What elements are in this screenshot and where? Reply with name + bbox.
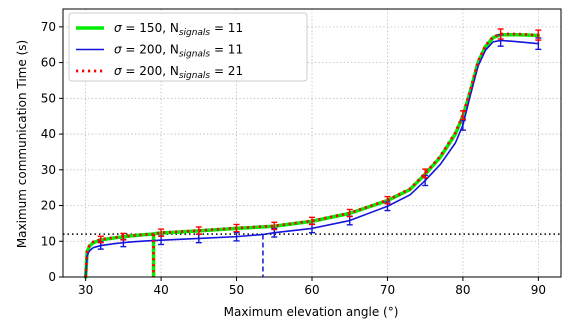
legend-value: = 150, N [122,21,179,35]
axes-layer: 30 40 50 60 70 80 90 0 10 20 30 40 50 60 70 [41,8,562,297]
x-tick-label: 70 [380,283,395,297]
y-tick-label: 20 [41,199,56,213]
y-tick-label: 40 [41,127,56,141]
legend-symbol: σ [114,43,122,57]
legend-entry: σ = 200, Nsignals = 11 [114,43,243,60]
y-tick-label: 0 [48,270,56,284]
series-line [84,32,539,278]
x-axis-label: Maximum elevation angle (°) [224,305,399,319]
x-tick-label: 60 [304,283,319,297]
legend-count: = 11 [210,43,243,57]
legend-subscript: signals [179,50,211,60]
legend-count: = 21 [210,64,243,78]
legend-value: = 200, N [122,43,179,57]
legend-count: = 11 [210,21,243,35]
x-tick-label: 50 [229,283,244,297]
y-tick-label: 30 [41,163,56,177]
legend-subscript: signals [179,28,211,38]
legend-symbol: σ [114,64,122,78]
y-axis-label: Maximum communication Time (s) [15,40,29,248]
x-tick-label: 30 [78,283,93,297]
legend-symbol: σ [114,21,122,35]
y-tick-label: 60 [41,56,56,70]
legend: σ = 150, Nsignals = 11σ = 200, Nsignals … [68,12,308,82]
y-tick-label: 10 [41,234,56,248]
legend-entry: σ = 150, Nsignals = 11 [114,21,243,38]
legend-subscript: signals [179,71,211,81]
legend-value: = 200, N [122,64,179,78]
series-3 [84,28,542,278]
series-layer [63,28,561,279]
legend-box [68,12,308,82]
x-tick-label: 80 [455,283,470,297]
legend-entry: σ = 200, Nsignals = 21 [114,64,243,81]
y-tick-label: 70 [41,20,56,34]
x-tick-label: 90 [531,283,546,297]
y-tick-label: 50 [41,91,56,105]
x-tick-label: 40 [153,283,168,297]
